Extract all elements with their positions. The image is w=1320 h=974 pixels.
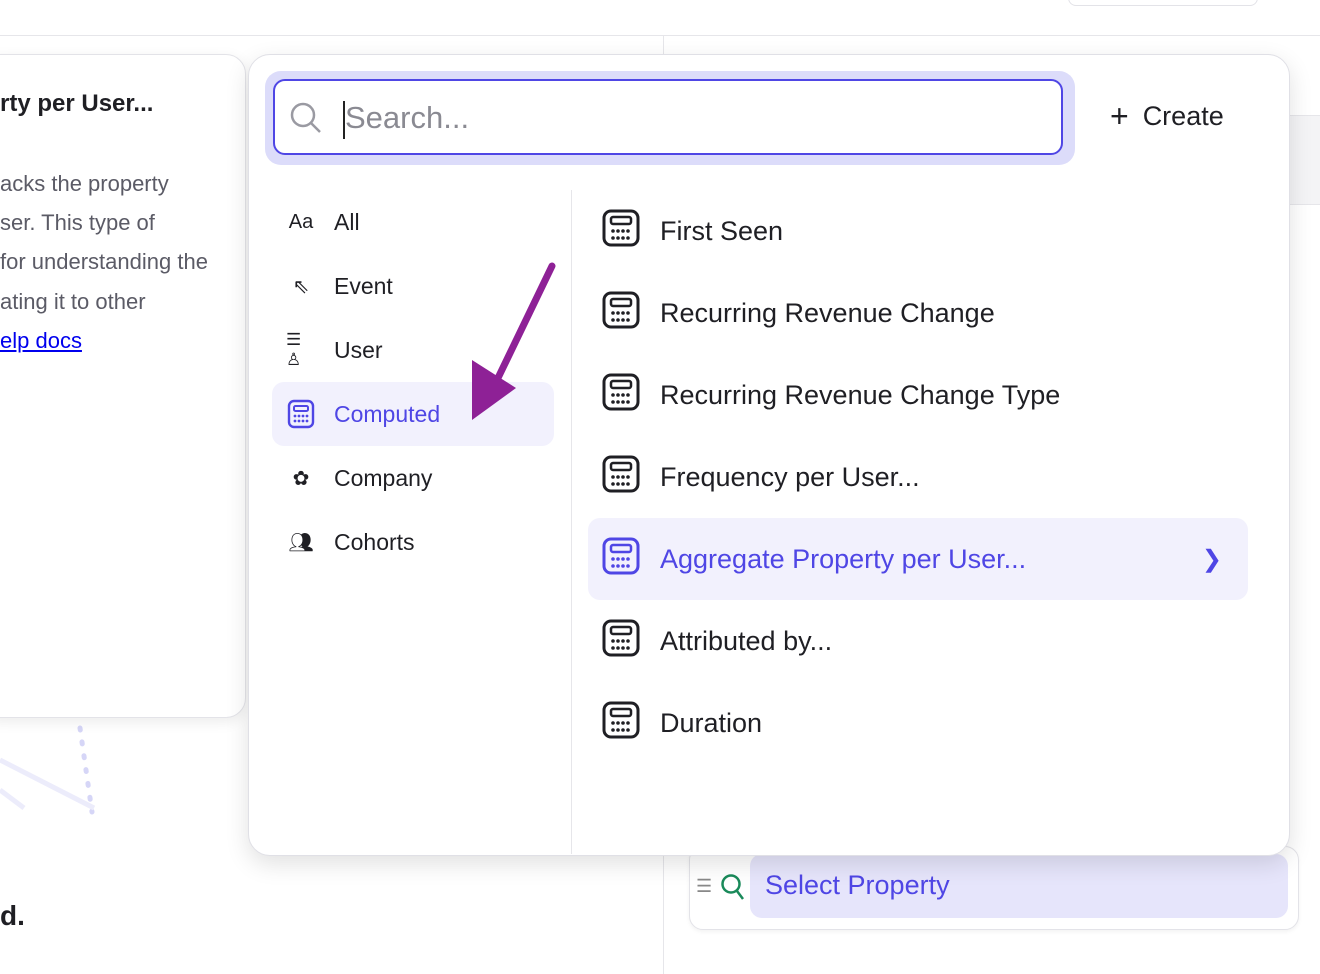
search-input[interactable] [343,95,1047,141]
column-divider [571,190,572,854]
select-property-label: Select Property [765,870,950,900]
plus-icon: + [1110,98,1129,134]
property-item[interactable]: First Seen [588,190,1248,272]
category-user[interactable]: ☰​♙ User [272,318,554,382]
background-heading: d. [0,900,25,931]
info-card-text: for understanding the [0,249,208,274]
info-card-text: ser. This type of [0,210,155,235]
property-item[interactable]: Attributed by... [588,600,1248,682]
property-item[interactable]: Aggregate Property per User... ❯ [588,518,1248,600]
calculator-icon [602,209,640,254]
property-item[interactable]: Frequency per User... [588,436,1248,518]
calculator-icon [602,373,640,418]
category-label: Company [334,464,433,491]
create-button[interactable]: + Create [1110,98,1224,135]
help-docs-link[interactable]: elp docs [0,328,82,353]
create-label: Create [1142,101,1224,131]
calculator-icon [602,291,640,336]
property-item-label: Aggregate Property per User... [660,543,1027,574]
calculator-icon [602,619,640,664]
property-item[interactable]: Duration [588,682,1248,764]
category-all[interactable]: Aa All [272,190,554,254]
info-card-text: ating it to other [0,289,146,314]
text-caret [343,101,345,139]
select-property-button[interactable] [750,854,1288,918]
user-list-icon: ☰​♙ [286,330,302,369]
category-label: All [334,208,360,235]
info-card-text: acks the property [0,171,169,196]
info-card-title: rty per User... [0,90,154,117]
decorative-illustration [0,725,96,815]
building-flower-icon: ✿ [292,467,310,490]
property-info-card [0,54,246,718]
calculator-icon [286,399,316,429]
property-item-label: Recurring Revenue Change Type [660,379,1061,410]
category-event[interactable]: ⇖ Event [272,254,554,318]
property-item-label: Frequency per User... [660,461,920,492]
property-item-label: Recurring Revenue Change [660,297,995,328]
property-item[interactable]: Recurring Revenue Change [588,272,1248,354]
category-label: Cohorts [334,528,415,555]
property-item-label: Attributed by... [660,625,833,656]
category-label: Event [334,272,393,299]
calculator-icon [602,455,640,500]
drag-handle-icon[interactable]: ☰ [696,876,713,896]
calculator-icon [602,701,640,746]
users-group-icon: 👥︎ [288,531,314,554]
cursor-click-icon: ⇖ [292,275,310,298]
calculator-icon [602,537,640,582]
search-icon [290,102,321,133]
category-company[interactable]: ✿ Company [272,446,554,510]
search-icon [721,874,744,900]
background-panel [1288,115,1320,205]
category-label: User [334,336,383,363]
search-field[interactable] [273,79,1063,155]
chevron-right-icon[interactable]: ❯ [1201,545,1222,573]
property-item[interactable]: Recurring Revenue Change Type [588,354,1248,436]
property-item-label: Duration [660,707,763,738]
category-cohorts[interactable]: 👥︎ Cohorts [272,510,554,574]
header-divider [0,35,1320,36]
annotation-arrow [472,262,556,420]
property-item-label: First Seen [660,215,784,246]
property-picker-popup [248,54,1290,856]
category-label: Computed [334,400,441,427]
text-aa-icon: Aa [288,210,314,233]
top-pill [1068,0,1258,6]
